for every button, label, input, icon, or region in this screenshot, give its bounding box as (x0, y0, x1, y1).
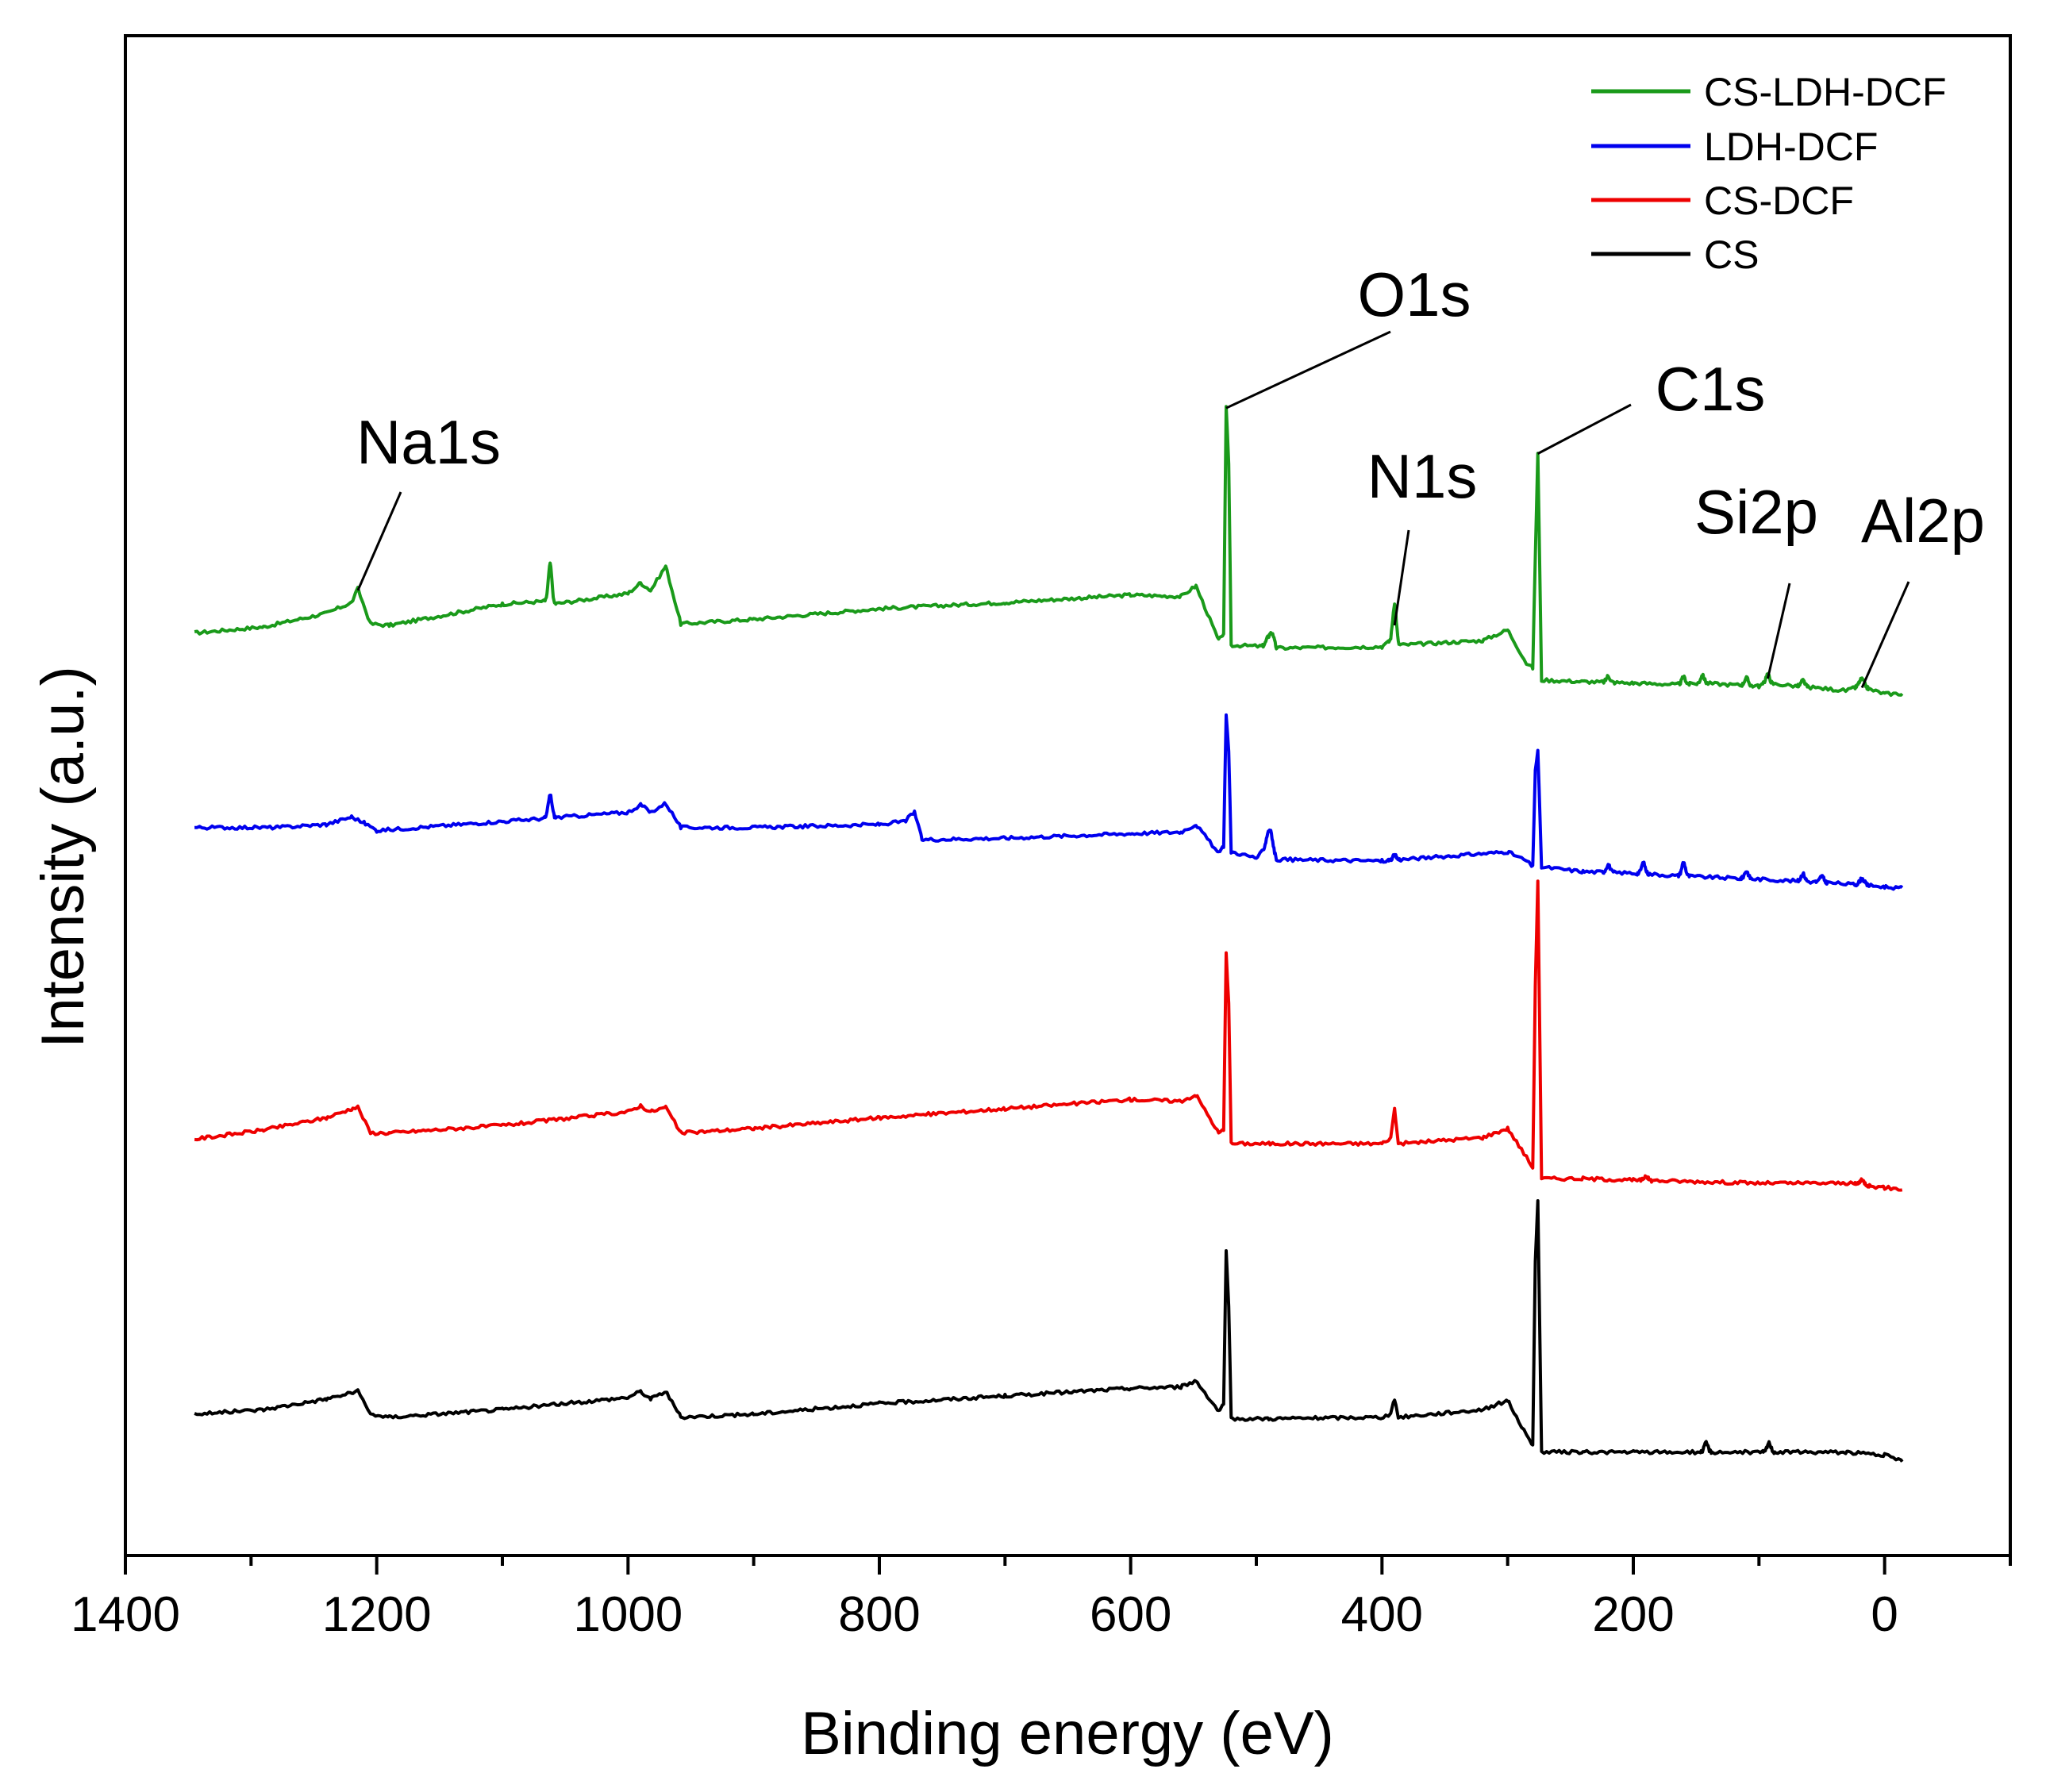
x-tick-label: 1200 (322, 1587, 432, 1642)
x-tick-label: 600 (1090, 1587, 1171, 1642)
legend-label-cs: CS (1704, 233, 1759, 277)
series-line-cs (194, 1199, 1904, 1463)
leader-line-c1s (1536, 403, 1632, 455)
x-tick-label: 800 (838, 1587, 920, 1642)
x-tick-label: 200 (1592, 1587, 1674, 1642)
peak-label-si2p: Si2p (1694, 477, 1818, 547)
x-axis-title: Binding energy (eV) (801, 1700, 1334, 1767)
leader-line-si2p (1766, 583, 1791, 679)
legend-entry-cs-ldh-dcf: CS-LDH-DCF (1591, 70, 1947, 114)
leader-line-o1s (1225, 330, 1391, 410)
x-axis-ticks: 1400 1200 1000 800 600 400 200 0 (71, 1556, 2012, 1642)
legend-label-ldh-dcf: LDH-DCF (1704, 125, 1878, 169)
peak-label-o1s: O1s (1357, 260, 1471, 329)
series-line-cs-ldh-dcf (194, 405, 1904, 698)
series-line-ldh-dcf (194, 713, 1904, 891)
x-tick-label: 400 (1341, 1587, 1423, 1642)
x-tick-label: 0 (1871, 1587, 1898, 1642)
leader-line-n1s (1393, 529, 1410, 626)
legend-entry-cs-dcf: CS-DCF (1591, 179, 1854, 223)
x-tick-label: 1000 (573, 1587, 683, 1642)
plot-frame (124, 34, 2012, 1557)
legend: CS-LDH-DCF LDH-DCF CS-DCF CS (1591, 70, 1947, 277)
y-axis-title: Intensity (a.u.) (29, 666, 97, 1048)
legend-entry-ldh-dcf: LDH-DCF (1591, 125, 1878, 169)
peak-label-n1s: N1s (1367, 441, 1478, 511)
annotation-layer (356, 330, 1910, 689)
leader-line-al2p (1860, 581, 1910, 689)
peak-label-al2p: Al2p (1861, 486, 1985, 556)
series-line-cs-dcf (194, 879, 1903, 1192)
peak-label-na1s: Na1s (356, 407, 501, 477)
legend-entry-cs: CS (1591, 233, 1759, 277)
series-layer (194, 405, 1904, 1463)
peak-label-c1s: C1s (1656, 354, 1766, 424)
legend-label-cs-dcf: CS-DCF (1704, 179, 1854, 223)
legend-label-cs-ldh-dcf: CS-LDH-DCF (1704, 70, 1947, 114)
leader-line-na1s (356, 491, 402, 591)
x-tick-label: 1400 (71, 1587, 180, 1642)
